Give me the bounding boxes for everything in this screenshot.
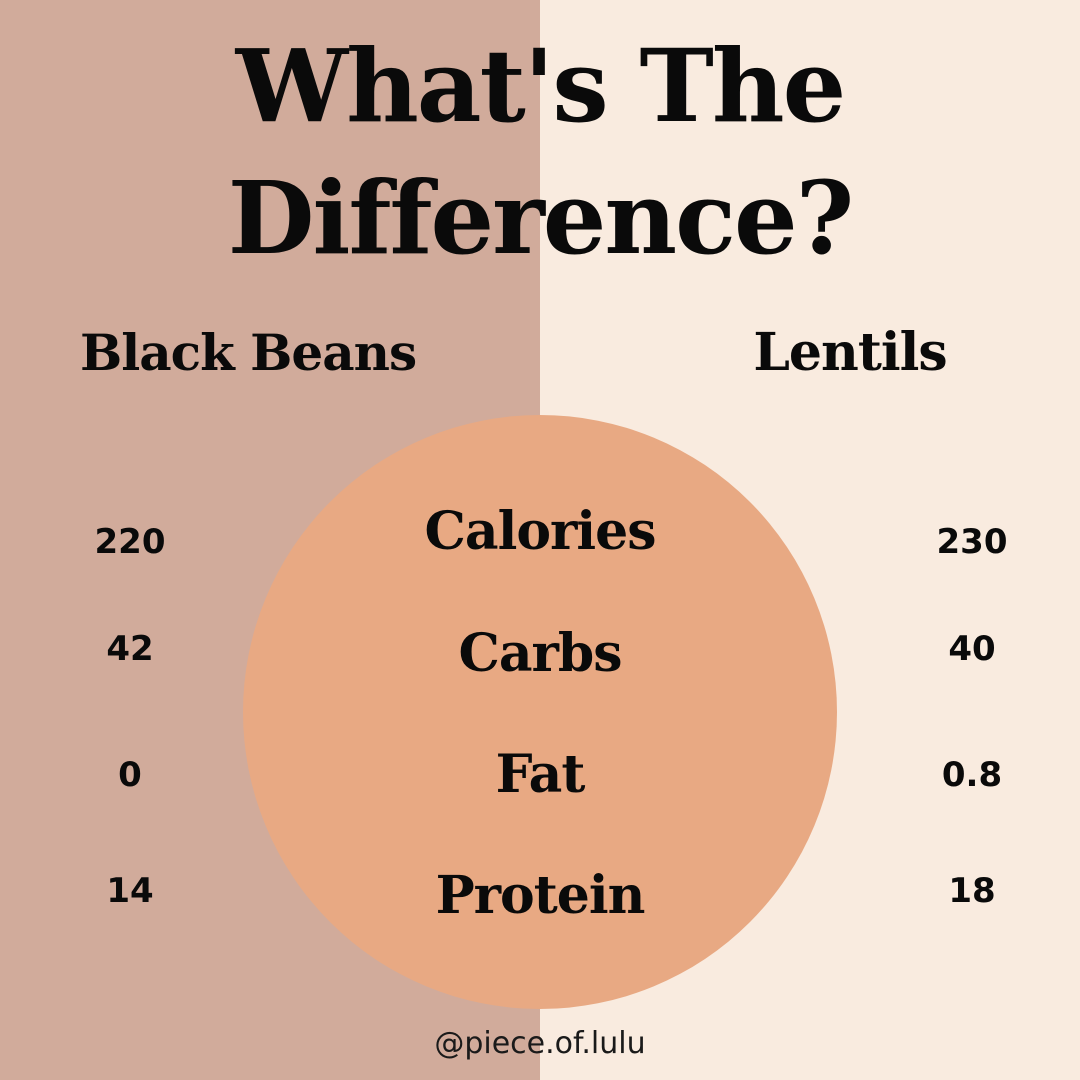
black-beans-fat-value: 0 [118,755,142,795]
title-line-2: Difference? [227,159,854,277]
black-beans-protein-value: 14 [106,871,154,911]
page-title: What's The Difference? [0,20,1080,284]
title-line-1: What's The [235,27,846,145]
center-circle [243,415,837,1009]
lentils-carbs-value: 40 [948,629,996,669]
lentils-calories-value: 230 [936,522,1008,562]
black-beans-calories-value: 220 [94,522,166,562]
lentils-protein-value: 18 [948,871,996,911]
column-heading-lentils: Lentils [753,322,947,383]
lentils-fat-value: 0.8 [941,755,1003,795]
metric-label-protein: Protein [435,865,646,926]
author-credit: @piece.of.lulu [434,1026,646,1061]
metric-label-fat: Fat [495,744,586,805]
black-beans-carbs-value: 42 [106,629,154,669]
metric-label-calories: Calories [424,501,656,562]
metric-label-carbs: Carbs [458,623,622,684]
column-heading-black-beans: Black Beans [80,323,417,382]
